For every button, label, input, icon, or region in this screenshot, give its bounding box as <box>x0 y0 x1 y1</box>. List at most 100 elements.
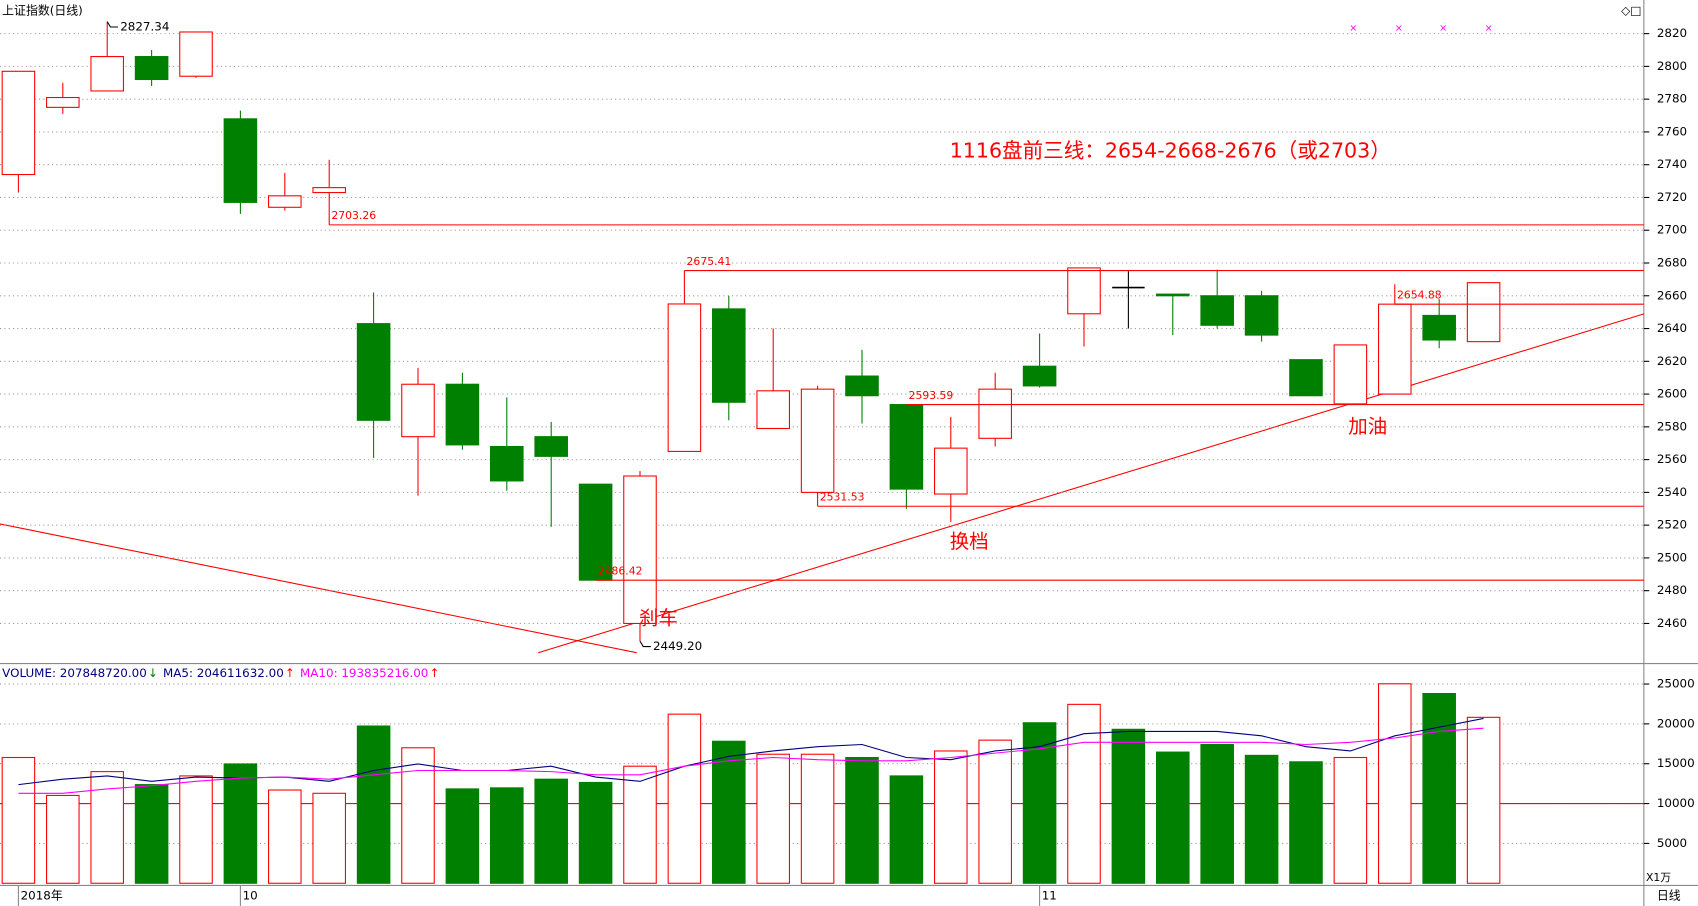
candle-body <box>312 187 346 194</box>
y-tick-label: 2520 <box>1657 518 1687 532</box>
candle-body <box>356 323 391 421</box>
candle-body <box>490 445 524 482</box>
legend-arrow: ↑ <box>285 666 295 680</box>
y-tick-label: 2760 <box>1657 124 1687 138</box>
candle-body <box>1466 282 1501 343</box>
y-tick-label: 2720 <box>1657 190 1687 204</box>
volume-bar <box>1378 683 1412 884</box>
marker: × <box>1395 23 1403 34</box>
candle-body <box>46 96 80 108</box>
markers: × × × × <box>1349 23 1493 34</box>
candle-body <box>1333 344 1368 405</box>
candle-body <box>445 383 480 446</box>
y-tick-label: 2600 <box>1657 387 1687 401</box>
y-tick-label: 2620 <box>1657 354 1687 368</box>
y-tick-label: 5000 <box>1657 836 1687 850</box>
volume-bar <box>1111 728 1146 884</box>
marker: × <box>1349 23 1357 34</box>
legend-label: VOLUME: 207848720.00 <box>2 666 147 680</box>
period-label: 日线 <box>1657 889 1681 903</box>
y-tick-label: 20000 <box>1657 716 1695 730</box>
y-tick-label: 2660 <box>1657 288 1687 302</box>
volume-bar <box>490 787 524 884</box>
volume-bar <box>623 765 657 884</box>
y-tick-label: 2540 <box>1657 485 1687 499</box>
volume-bar <box>179 775 213 884</box>
volume-bar <box>134 784 169 884</box>
volume-bar <box>667 713 702 884</box>
y-tick-label: 2780 <box>1657 92 1687 106</box>
level-label: 2654.88 <box>1397 289 1442 302</box>
volume-bar <box>1422 692 1456 884</box>
volume-bar <box>712 740 746 884</box>
marker: × <box>1485 23 1493 34</box>
y-tick-label: 2640 <box>1657 321 1687 335</box>
volume-bar <box>934 750 968 884</box>
candle-body <box>889 404 924 490</box>
volume-bar <box>845 756 879 884</box>
volume-bar <box>268 789 302 884</box>
y-tick-label: 2480 <box>1657 583 1687 597</box>
y-tick-label: 2820 <box>1657 26 1687 40</box>
annotation: 换档 <box>950 530 989 553</box>
extreme-arrow <box>106 21 119 28</box>
annotation: 刹车 <box>639 607 678 630</box>
volume-bar <box>1200 743 1234 884</box>
volume-bar <box>401 747 435 884</box>
candle-body <box>800 388 835 493</box>
candle-body <box>401 383 435 438</box>
level-label: 2593.59 <box>909 389 954 402</box>
x-tick-label: 10 <box>243 889 258 903</box>
candle-body <box>90 56 124 92</box>
volume-bar <box>1067 703 1101 884</box>
candle-body <box>578 483 613 581</box>
candle-body <box>534 436 568 457</box>
volume-bar <box>1 756 36 884</box>
volume-bar <box>1466 716 1501 884</box>
volume-bar <box>978 739 1012 884</box>
y-tick-label: 2500 <box>1657 550 1687 564</box>
marker: × <box>1439 23 1447 34</box>
candle-body <box>1200 295 1234 326</box>
annotation: 1116盘前三线：2654-2668-2676（或2703） <box>950 139 1391 163</box>
candle-body <box>978 388 1012 439</box>
extreme-label: 2449.20 <box>653 639 702 653</box>
y-tick-label: 2800 <box>1657 59 1687 73</box>
volume-bar <box>756 753 790 884</box>
y-tick-label: 15000 <box>1657 756 1695 770</box>
y-tick-label: 25000 <box>1657 677 1695 691</box>
extreme-label: 2827.34 <box>120 20 169 34</box>
level-label: 2703.26 <box>331 209 376 222</box>
x-tick-label: 11 <box>1042 889 1057 903</box>
candle-body <box>756 390 790 430</box>
volume-bar <box>445 788 480 884</box>
level-label: 2675.41 <box>687 255 732 268</box>
candle-body <box>1244 295 1279 336</box>
candle-body <box>1289 359 1323 397</box>
x-tick-label: 2018年 <box>21 889 63 903</box>
candle-body <box>268 195 302 208</box>
y-tick-label: 2560 <box>1657 452 1687 466</box>
chart-title: 上证指数(日线) <box>2 3 83 17</box>
volume-bar <box>534 778 568 884</box>
y-tick-label: 2460 <box>1657 616 1687 630</box>
candle-body <box>134 56 169 81</box>
y-tick-label: 2700 <box>1657 223 1687 237</box>
candle-body <box>623 475 657 624</box>
annotation: 加油 <box>1348 415 1387 438</box>
volume-bar <box>1289 761 1323 884</box>
volume-bar <box>312 792 346 884</box>
y-tick-label: 10000 <box>1657 796 1695 810</box>
volume-bar <box>800 753 835 884</box>
legend-label: MA5: 204611632.00 <box>163 666 284 680</box>
candle-body <box>934 447 968 495</box>
trend-line <box>538 313 1645 654</box>
legend-label: MA10: 193835216.00 <box>300 666 428 680</box>
volume-bar <box>1244 754 1279 884</box>
candle-body <box>845 375 879 397</box>
extreme-arrow <box>639 640 651 648</box>
candle-body <box>1378 303 1412 395</box>
volume-bar <box>356 725 391 884</box>
